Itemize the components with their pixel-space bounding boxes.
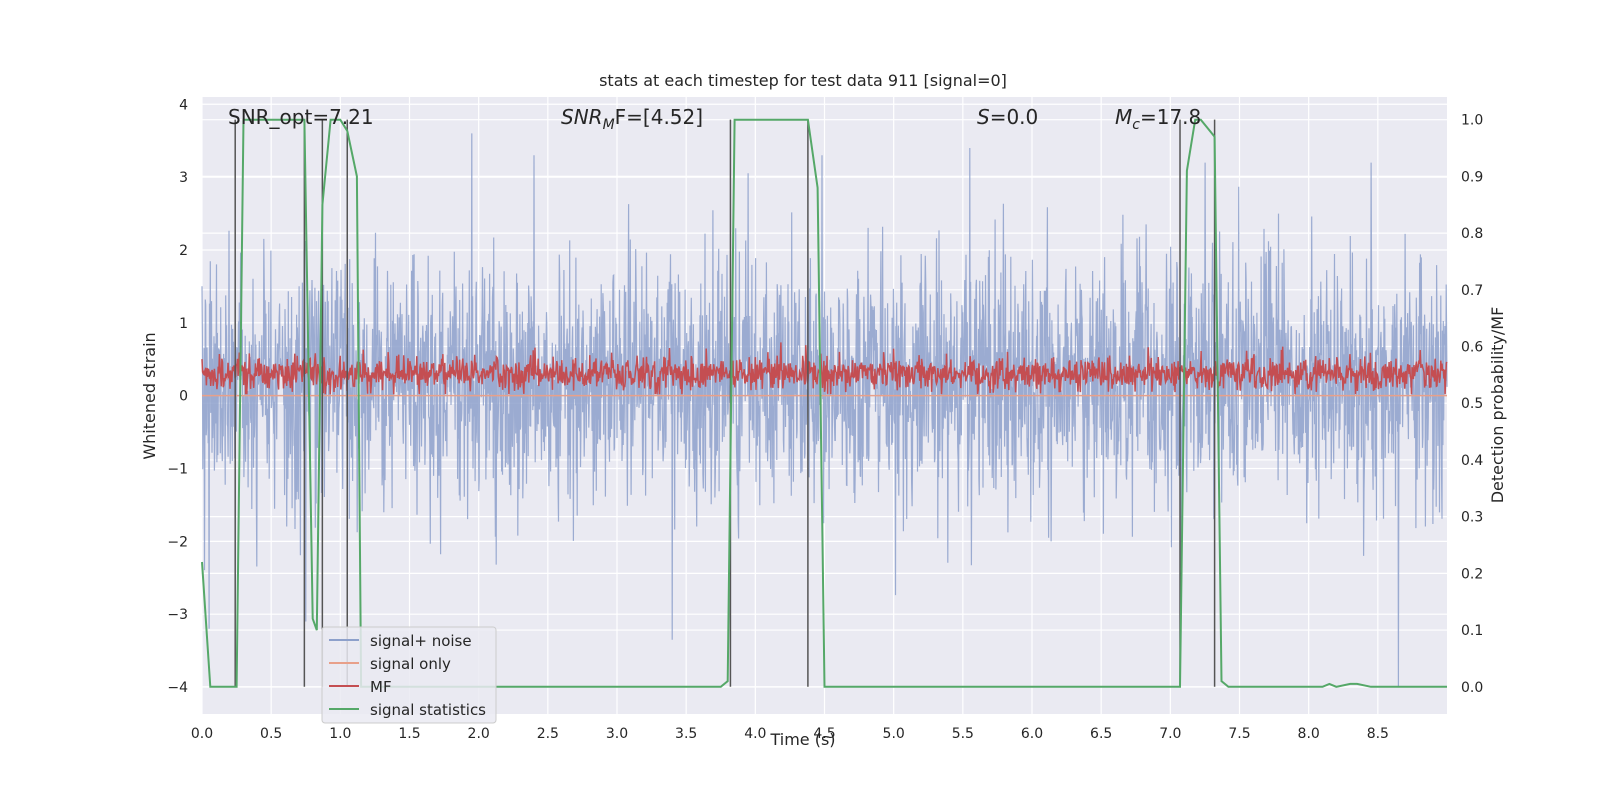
annotation-mc-prefix: M [1115, 105, 1132, 129]
annotation-mc-suffix: =17.8 [1140, 105, 1201, 129]
annotation-snr-opt: SNR_opt=7.21 [228, 105, 374, 129]
x-tick-label: 7.5 [1228, 726, 1250, 742]
y-right-tick-label: 0.1 [1461, 623, 1483, 639]
annotation-snr-mf: SNRMF=[4.52] [561, 105, 703, 133]
x-tick-label: 0.0 [191, 726, 213, 742]
annotation-snr-mf-prefix: SNR [561, 105, 603, 129]
y-axis-label-left: Whitened strain [140, 332, 159, 459]
y-left-tick-label: −1 [167, 462, 188, 478]
y-left-tick-label: 3 [179, 170, 188, 186]
y-right-tick-label: 1.0 [1461, 113, 1483, 129]
y-left-tick-label: 4 [179, 97, 188, 113]
annotation-s-suffix: =0.0 [990, 105, 1039, 129]
y-right-tick-label: 0.5 [1461, 396, 1483, 412]
x-tick-label: 1.5 [398, 726, 420, 742]
y-left-tick-label: −2 [167, 534, 188, 550]
legend-label-signal-statistics: signal statistics [370, 701, 486, 719]
x-tick-label: 3.0 [606, 726, 628, 742]
x-tick-label: 7.0 [1159, 726, 1181, 742]
x-tick-label: 1.0 [329, 726, 351, 742]
annotation-snr-mf-suffix: F=[4.52] [615, 105, 703, 129]
y-left-tick-label: 0 [179, 389, 188, 405]
legend-item-signal-only: signal only [329, 655, 451, 673]
vertical-marker-layer [234, 119, 1216, 687]
x-tick-label: 4.5 [813, 726, 835, 742]
x-tick-label: 8.0 [1298, 726, 1320, 742]
y-right-tick-label: 0.9 [1461, 169, 1483, 185]
signal-statistics-layer [201, 118, 1447, 688]
annotation-mc-sub: c [1132, 117, 1140, 133]
x-tick-label: 5.5 [952, 726, 974, 742]
chart-title: stats at each timestep for test data 911… [599, 71, 1007, 90]
legend-box [321, 626, 497, 724]
y-right-tick-label: 0.7 [1461, 283, 1483, 299]
y-right-tick-label: 0.0 [1461, 680, 1483, 696]
chart-legend: signal+ noise signal only MF signal stat… [321, 626, 497, 724]
x-tick-label: 0.5 [260, 726, 282, 742]
x-tick-label: 2.0 [468, 726, 490, 742]
x-tick-label: 8.5 [1367, 726, 1389, 742]
signal-statistics-line [201, 118, 1447, 688]
x-tick-label: 6.0 [1021, 726, 1043, 742]
legend-item-signal-statistics: signal statistics [329, 701, 486, 719]
legend-item-signal-noise: signal+ noise [329, 632, 472, 650]
legend-item-mf: MF [329, 678, 392, 696]
mf-series-layer [201, 342, 1448, 395]
x-tick-label: 5.0 [883, 726, 905, 742]
x-axis-label: Time (s) [769, 730, 835, 749]
legend-label-signal-only: signal only [370, 655, 451, 673]
annotation-mc: Mc=17.8 [1115, 105, 1201, 133]
annotation-snr-mf-sub: M [603, 117, 615, 133]
y-axis-label-right: Detection probability/MF [1488, 307, 1507, 504]
y-left-tick-label: 1 [179, 316, 188, 332]
y-right-tick-label: 0.4 [1461, 453, 1483, 469]
y-left-tick-label: −3 [167, 607, 188, 623]
legend-label-signal-noise: signal+ noise [370, 632, 472, 650]
x-tick-label: 4.0 [744, 726, 766, 742]
x-tick-label: 2.5 [537, 726, 559, 742]
y-right-tick-label: 0.2 [1461, 566, 1483, 582]
mf-line [201, 342, 1448, 395]
legend-label-mf: MF [370, 678, 392, 696]
annotation-s: S=0.0 [977, 105, 1038, 129]
y-right-tick-label: 0.6 [1461, 340, 1483, 356]
y-right-tick-label: 0.8 [1461, 226, 1483, 242]
y-left-tick-label: −4 [167, 680, 188, 696]
y-right-tick-label: 0.3 [1461, 510, 1483, 526]
annotation-group: SNR_opt=7.21 SNRMF=[4.52] S=0.0 Mc=17.8 [228, 105, 1201, 133]
x-tick-label: 6.5 [1090, 726, 1112, 742]
annotation-s-prefix: S [977, 105, 990, 129]
x-tick-label: 3.5 [675, 726, 697, 742]
tick-label-layer: 0.0 0.5 1.0 1.5 2.0 2.5 3.0 3.5 4.0 4.5 5.0 5.5 6.0 6… [167, 97, 1483, 742]
y-left-tick-label: 2 [179, 243, 188, 259]
